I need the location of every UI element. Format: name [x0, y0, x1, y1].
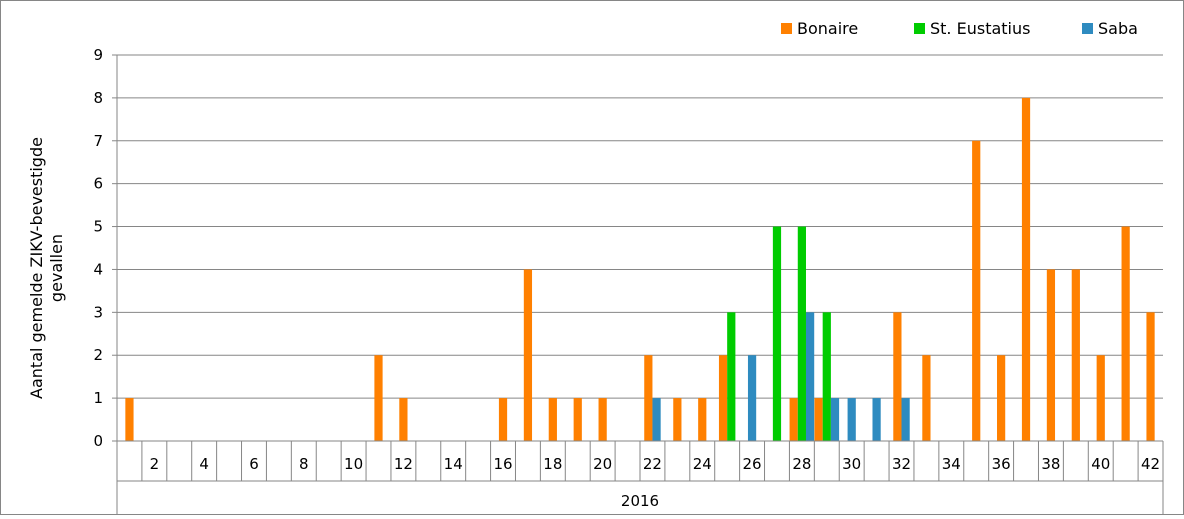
bar-saba-week-30	[847, 398, 856, 441]
x-tick-label-34: 34	[942, 455, 961, 473]
x-tick-label-22: 22	[643, 455, 662, 473]
bar-bonaire-week-29	[814, 398, 823, 441]
y-tick-label-4: 4	[93, 260, 103, 278]
y-axis-title-line2: gevallen	[47, 234, 66, 302]
x-tick-label-18: 18	[543, 455, 562, 473]
bar-saba-week-26	[747, 355, 757, 441]
x-tick-label-6: 6	[249, 455, 259, 473]
bar-st-eustatius-week-28	[797, 226, 806, 441]
legend-label-st-eustatius: St. Eustatius	[930, 19, 1030, 38]
legend: Bonaire St. Eustatius Saba	[781, 19, 1138, 38]
bar-bonaire-week-22	[644, 355, 653, 441]
bar-bonaire-week-19	[573, 398, 582, 441]
y-tick-label-8: 8	[93, 89, 103, 107]
y-tick-labels: 0 1 2 3 4 5 6 7 8 9	[93, 46, 103, 450]
x-tick-label-2: 2	[150, 455, 160, 473]
x-tick-label-30: 30	[842, 455, 861, 473]
legend-label-saba: Saba	[1098, 19, 1138, 38]
y-tick-label-5: 5	[93, 218, 103, 236]
bar-bonaire-week-32	[893, 312, 902, 441]
bar-bonaire-week-37	[1021, 97, 1031, 441]
bar-saba-week-31	[872, 398, 881, 441]
bar-bonaire-week-1	[125, 398, 134, 441]
bar-bonaire-week-33	[922, 355, 931, 441]
bar-st-eustatius-week-25	[727, 312, 736, 441]
bar-bonaire-week-28	[789, 398, 798, 441]
gridlines	[112, 54, 1163, 442]
bar-bonaire-week-36	[997, 355, 1006, 441]
x-tick-label-4: 4	[199, 455, 209, 473]
bar-bonaire-week-38	[1046, 269, 1056, 441]
x-tick-label-20: 20	[593, 455, 612, 473]
y-tick-label-9: 9	[93, 46, 103, 64]
bars	[125, 97, 1155, 441]
bar-bonaire-week-17	[523, 269, 533, 441]
y-tick-label-1: 1	[93, 389, 103, 407]
bar-bonaire-week-24	[698, 398, 707, 441]
bar-bonaire-week-12	[399, 398, 408, 441]
x-axis-year-label: 2016	[621, 492, 659, 510]
bar-bonaire-week-23	[673, 398, 682, 441]
x-tick-label-40: 40	[1091, 455, 1110, 473]
bar-saba-week-22	[652, 398, 661, 441]
y-axis-title-line1: Aantal gemelde ZIKV-bevestigde	[27, 137, 46, 399]
legend-label-bonaire: Bonaire	[797, 19, 858, 38]
legend-swatch-st-eustatius	[914, 23, 925, 34]
x-tick-label-14: 14	[444, 455, 463, 473]
bar-st-eustatius-week-27	[772, 226, 782, 441]
x-tick-label-24: 24	[693, 455, 712, 473]
legend-swatch-bonaire	[781, 23, 792, 34]
x-axis: 2 4 6 8 10 12 14 16 18 20 22 24 26 28 30 32 34 36 38 40 42	[116, 440, 1164, 515]
bar-bonaire-week-11	[374, 355, 383, 441]
bar-bonaire-week-20	[598, 398, 607, 441]
y-tick-label-3: 3	[93, 303, 103, 321]
bar-bonaire-week-25	[718, 355, 728, 441]
bar-bonaire-week-39	[1071, 269, 1080, 441]
legend-swatch-saba	[1082, 23, 1093, 34]
x-tick-label-32: 32	[892, 455, 911, 473]
x-tick-label-42: 42	[1141, 455, 1160, 473]
bar-bonaire-week-42	[1146, 312, 1155, 441]
y-tick-label-7: 7	[93, 132, 103, 150]
x-tick-label-36: 36	[992, 455, 1011, 473]
bar-bonaire-week-40	[1096, 355, 1105, 441]
bar-st-eustatius-week-29	[822, 312, 831, 441]
x-tick-label-16: 16	[493, 455, 512, 473]
x-tick-label-26: 26	[743, 455, 762, 473]
x-tick-label-12: 12	[394, 455, 413, 473]
bar-saba-week-28	[805, 312, 815, 441]
x-tick-label-28: 28	[792, 455, 811, 473]
bar-bonaire-week-35	[972, 140, 981, 441]
x-tick-label-8: 8	[299, 455, 309, 473]
y-tick-label-6: 6	[93, 175, 103, 193]
bar-saba-week-32	[901, 398, 910, 441]
y-tick-label-0: 0	[93, 432, 103, 450]
x-tick-label-10: 10	[344, 455, 363, 473]
x-tick-label-38: 38	[1041, 455, 1060, 473]
y-tick-label-2: 2	[93, 346, 103, 364]
bar-bonaire-week-18	[548, 398, 557, 441]
bar-bonaire-week-16	[498, 398, 508, 441]
bar-saba-week-29	[830, 398, 840, 441]
bar-bonaire-week-41	[1121, 226, 1130, 441]
